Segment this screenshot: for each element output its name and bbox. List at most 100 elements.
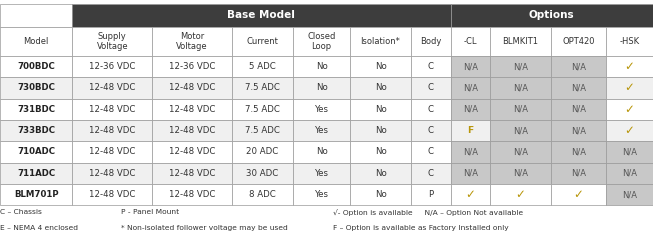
Text: Current: Current xyxy=(247,37,279,46)
Text: ✓: ✓ xyxy=(624,60,634,73)
Text: 711ADC: 711ADC xyxy=(17,169,56,178)
Bar xyxy=(350,141,411,162)
Text: 12-48 VDC: 12-48 VDC xyxy=(169,147,215,156)
Text: 12-48 VDC: 12-48 VDC xyxy=(89,169,135,178)
Text: 700BDC: 700BDC xyxy=(17,62,55,71)
Bar xyxy=(490,99,551,120)
Text: 12-48 VDC: 12-48 VDC xyxy=(169,105,215,114)
Bar xyxy=(551,141,606,162)
Text: ✓: ✓ xyxy=(624,103,634,116)
Text: P - Panel Mount: P - Panel Mount xyxy=(121,209,179,215)
Text: N/A: N/A xyxy=(571,126,586,135)
Text: F: F xyxy=(468,126,473,135)
Bar xyxy=(490,27,551,56)
Text: 730BDC: 730BDC xyxy=(17,84,55,92)
Bar xyxy=(72,77,152,99)
Text: Yes: Yes xyxy=(315,190,328,199)
Bar xyxy=(72,4,451,27)
Text: N/A: N/A xyxy=(571,84,586,92)
Bar xyxy=(451,99,490,120)
Text: ✓: ✓ xyxy=(573,188,583,201)
Bar xyxy=(490,56,551,77)
Bar xyxy=(451,4,653,27)
Text: 12-36 VDC: 12-36 VDC xyxy=(169,62,215,71)
Text: N/A: N/A xyxy=(463,147,478,156)
Text: N/A: N/A xyxy=(513,147,528,156)
Bar xyxy=(451,120,490,141)
Bar xyxy=(72,141,152,162)
Bar xyxy=(411,184,451,205)
Bar xyxy=(411,56,451,77)
Bar xyxy=(411,27,451,56)
Text: Closed
Loop: Closed Loop xyxy=(308,32,336,51)
Bar xyxy=(606,56,653,77)
Bar xyxy=(293,99,350,120)
Text: No: No xyxy=(375,105,387,114)
Bar xyxy=(606,120,653,141)
Text: C: C xyxy=(428,147,434,156)
Bar xyxy=(451,162,490,184)
Bar xyxy=(72,120,152,141)
Bar xyxy=(152,56,232,77)
Bar xyxy=(72,99,152,120)
Bar xyxy=(232,27,293,56)
Text: N/A: N/A xyxy=(571,169,586,178)
Text: 20 ADC: 20 ADC xyxy=(246,147,279,156)
Bar xyxy=(232,141,293,162)
Text: No: No xyxy=(375,62,387,71)
Text: N/A: N/A xyxy=(513,105,528,114)
Bar xyxy=(606,141,653,162)
Bar xyxy=(293,162,350,184)
Text: ✓: ✓ xyxy=(624,82,634,95)
Bar xyxy=(72,184,152,205)
Text: C: C xyxy=(428,169,434,178)
Bar xyxy=(350,184,411,205)
Bar xyxy=(152,99,232,120)
Bar xyxy=(551,56,606,77)
Bar xyxy=(232,56,293,77)
Text: C: C xyxy=(428,84,434,92)
Text: N/A: N/A xyxy=(513,169,528,178)
Text: 12-48 VDC: 12-48 VDC xyxy=(169,190,215,199)
Text: C – Chassis: C – Chassis xyxy=(0,209,42,215)
Bar xyxy=(490,120,551,141)
Text: 12-48 VDC: 12-48 VDC xyxy=(89,190,135,199)
Text: N/A: N/A xyxy=(622,190,637,199)
Bar xyxy=(0,141,72,162)
Bar xyxy=(0,162,72,184)
Bar xyxy=(490,162,551,184)
Text: No: No xyxy=(375,147,387,156)
Text: No: No xyxy=(375,190,387,199)
Text: Supply
Voltage: Supply Voltage xyxy=(97,32,128,51)
Bar xyxy=(451,184,490,205)
Text: 733BDC: 733BDC xyxy=(17,126,55,135)
Text: Model: Model xyxy=(24,37,49,46)
Bar xyxy=(293,77,350,99)
Text: 7.5 ADC: 7.5 ADC xyxy=(245,126,280,135)
Text: 12-48 VDC: 12-48 VDC xyxy=(169,84,215,92)
Bar xyxy=(293,27,350,56)
Bar xyxy=(72,56,152,77)
Bar xyxy=(551,162,606,184)
Text: N/A: N/A xyxy=(463,84,478,92)
Bar xyxy=(551,99,606,120)
Bar xyxy=(232,184,293,205)
Bar xyxy=(0,4,72,27)
Text: 12-48 VDC: 12-48 VDC xyxy=(89,84,135,92)
Bar xyxy=(551,77,606,99)
Text: N/A: N/A xyxy=(622,147,637,156)
Text: N/A: N/A xyxy=(513,84,528,92)
Bar xyxy=(293,141,350,162)
Text: N/A: N/A xyxy=(622,169,637,178)
Bar xyxy=(551,184,606,205)
Bar xyxy=(451,141,490,162)
Bar xyxy=(551,120,606,141)
Text: N/A: N/A xyxy=(463,62,478,71)
Bar xyxy=(451,27,490,56)
Bar xyxy=(606,162,653,184)
Text: 12-48 VDC: 12-48 VDC xyxy=(89,126,135,135)
Bar xyxy=(350,27,411,56)
Text: No: No xyxy=(315,84,327,92)
Text: ✓: ✓ xyxy=(516,188,526,201)
Bar xyxy=(451,56,490,77)
